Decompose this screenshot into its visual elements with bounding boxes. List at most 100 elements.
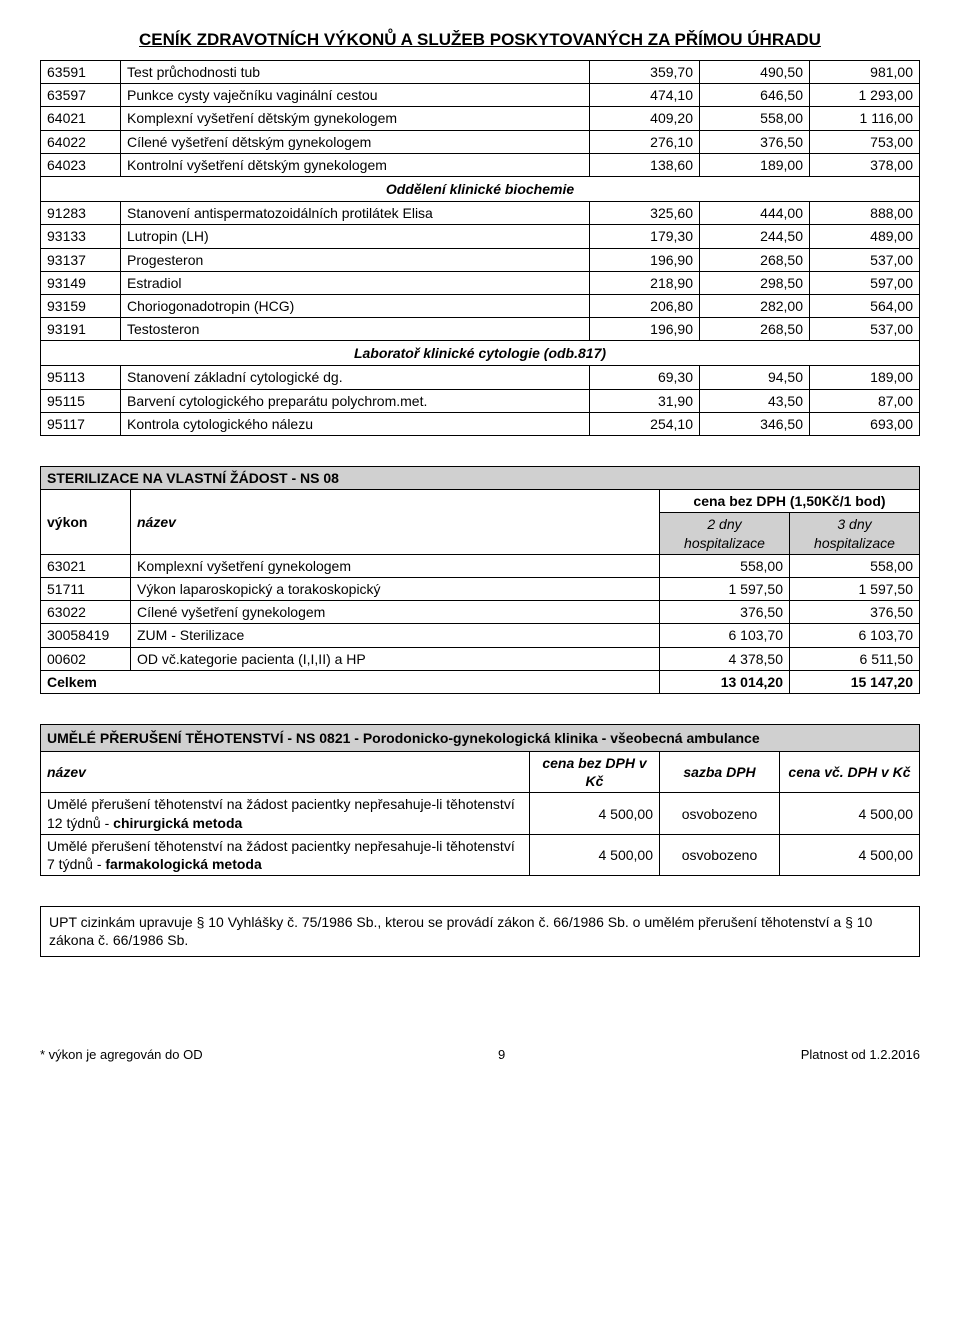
- t3-h-c3: cena vč. DPH v Kč: [780, 752, 920, 793]
- value: 69,30: [590, 366, 700, 389]
- name: Barvení cytologického preparátu polychro…: [121, 389, 590, 412]
- value: 537,00: [810, 318, 920, 341]
- table-row: Umělé přerušení těhotenství na žádost pa…: [41, 834, 920, 875]
- name: Kontrolní vyšetření dětským gynekologem: [121, 153, 590, 176]
- t2-h-nazev: název: [131, 490, 660, 555]
- value: 196,90: [590, 318, 700, 341]
- name: Cílené vyšetření gynekologem: [131, 601, 660, 624]
- code: 63021: [41, 554, 131, 577]
- code: 63597: [41, 84, 121, 107]
- note-box: UPT cizinkám upravuje § 10 Vyhlášky č. 7…: [40, 906, 920, 956]
- name: Choriogonadotropin (HCG): [121, 294, 590, 317]
- price-table-3: UMĚLÉ PŘERUŠENÍ TĚHOTENSTVÍ - NS 0821 - …: [40, 724, 920, 876]
- table-row: 63591Test průchodnosti tub359,70490,5098…: [41, 61, 920, 84]
- table-row: 95115Barvení cytologického preparátu pol…: [41, 389, 920, 412]
- name: Punkce cysty vaječníku vaginální cestou: [121, 84, 590, 107]
- value: 325,60: [590, 202, 700, 225]
- table-row: 00602OD vč.kategorie pacienta (I,I,II) a…: [41, 647, 920, 670]
- value: 196,90: [590, 248, 700, 271]
- name: Lutropin (LH): [121, 225, 590, 248]
- value: 6 511,50: [790, 647, 920, 670]
- value: 558,00: [700, 107, 810, 130]
- value: 474,10: [590, 84, 700, 107]
- t2-h-vykon: výkon: [41, 490, 131, 555]
- table-row: 95117Kontrola cytologického nálezu254,10…: [41, 412, 920, 435]
- value: 564,00: [810, 294, 920, 317]
- value: 359,70: [590, 61, 700, 84]
- value: 4 500,00: [530, 793, 660, 834]
- value: 444,00: [700, 202, 810, 225]
- page-title: CENÍK ZDRAVOTNÍCH VÝKONŮ A SLUŽEB POSKYT…: [40, 30, 920, 50]
- value: 378,00: [810, 153, 920, 176]
- name: Stanovení základní cytologické dg.: [121, 366, 590, 389]
- value: 693,00: [810, 412, 920, 435]
- name: Kontrola cytologického nálezu: [121, 412, 590, 435]
- value: 189,00: [700, 153, 810, 176]
- name: Estradiol: [121, 271, 590, 294]
- section-header: Laboratoř klinické cytologie (odb.817): [41, 341, 920, 366]
- value: 4 500,00: [530, 834, 660, 875]
- name: Umělé přerušení těhotenství na žádost pa…: [41, 793, 530, 834]
- name: Stanovení antispermatozoidálních protilá…: [121, 202, 590, 225]
- code: 51711: [41, 577, 131, 600]
- table-row: 93159Choriogonadotropin (HCG)206,80282,0…: [41, 294, 920, 317]
- t2-total-v1: 13 014,20: [660, 670, 790, 693]
- table-row: 63021Komplexní vyšetření gynekologem558,…: [41, 554, 920, 577]
- value: 1 116,00: [810, 107, 920, 130]
- price-table-1: 63591Test průchodnosti tub359,70490,5098…: [40, 60, 920, 436]
- name: Progesteron: [121, 248, 590, 271]
- value: 346,50: [700, 412, 810, 435]
- t2-h-sub1: 2 dny hospitalizace: [660, 513, 790, 554]
- code: 30058419: [41, 624, 131, 647]
- table-row: 64023Kontrolní vyšetření dětským gynekol…: [41, 153, 920, 176]
- value: 4 500,00: [780, 834, 920, 875]
- value: 6 103,70: [790, 624, 920, 647]
- table-row: 93133Lutropin (LH)179,30244,50489,00: [41, 225, 920, 248]
- value: 558,00: [660, 554, 790, 577]
- name: Výkon laparoskopický a torakoskopický: [131, 577, 660, 600]
- code: 63591: [41, 61, 121, 84]
- name: Testosteron: [121, 318, 590, 341]
- section-header: Oddělení klinické biochemie: [41, 176, 920, 201]
- code: 64022: [41, 130, 121, 153]
- code: 95117: [41, 412, 121, 435]
- name: ZUM - Sterilizace: [131, 624, 660, 647]
- t2-h-cena: cena bez DPH (1,50Kč/1 bod): [660, 490, 920, 513]
- value: 87,00: [810, 389, 920, 412]
- value: 254,10: [590, 412, 700, 435]
- name: Umělé přerušení těhotenství na žádost pa…: [41, 834, 530, 875]
- table-row: Umělé přerušení těhotenství na žádost pa…: [41, 793, 920, 834]
- code: 93159: [41, 294, 121, 317]
- table-row: 64022Cílené vyšetření dětským gynekologe…: [41, 130, 920, 153]
- code: 93149: [41, 271, 121, 294]
- name: Komplexní vyšetření gynekologem: [131, 554, 660, 577]
- table-row: 93149Estradiol218,90298,50597,00: [41, 271, 920, 294]
- value: 6 103,70: [660, 624, 790, 647]
- value: 888,00: [810, 202, 920, 225]
- table-row: 63022Cílené vyšetření gynekologem376,503…: [41, 601, 920, 624]
- table-row: 93191Testosteron196,90268,50537,00: [41, 318, 920, 341]
- value: 597,00: [810, 271, 920, 294]
- value: 981,00: [810, 61, 920, 84]
- table-row: 30058419ZUM - Sterilizace6 103,706 103,7…: [41, 624, 920, 647]
- code: 95113: [41, 366, 121, 389]
- footer: * výkon je agregován do OD 9 Platnost od…: [40, 1047, 920, 1062]
- value: 206,80: [590, 294, 700, 317]
- value: 537,00: [810, 248, 920, 271]
- value: 1 597,50: [660, 577, 790, 600]
- value: 1 293,00: [810, 84, 920, 107]
- value: 268,50: [700, 318, 810, 341]
- value: 244,50: [700, 225, 810, 248]
- footer-left: * výkon je agregován do OD: [40, 1047, 203, 1062]
- table-row: 95113Stanovení základní cytologické dg.6…: [41, 366, 920, 389]
- value: 282,00: [700, 294, 810, 317]
- value: osvobozeno: [660, 793, 780, 834]
- value: 189,00: [810, 366, 920, 389]
- value: 218,90: [590, 271, 700, 294]
- value: 376,50: [790, 601, 920, 624]
- t3-title: UMĚLÉ PŘERUŠENÍ TĚHOTENSTVÍ - NS 0821 - …: [41, 724, 920, 751]
- name: Cílené vyšetření dětským gynekologem: [121, 130, 590, 153]
- code: 93133: [41, 225, 121, 248]
- t2-total-v2: 15 147,20: [790, 670, 920, 693]
- footer-right: Platnost od 1.2.2016: [801, 1047, 920, 1062]
